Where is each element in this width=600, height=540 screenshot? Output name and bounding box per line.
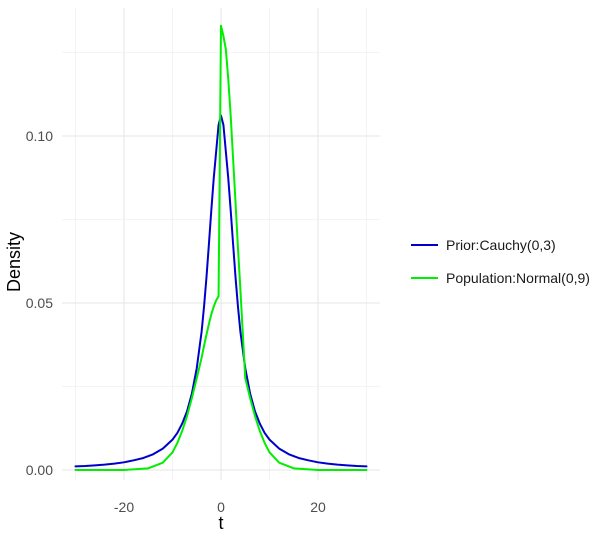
series-line-normal-population	[74, 24, 368, 471]
y-tick-label: 0.05	[26, 295, 53, 311]
legend-label: Prior:Cauchy(0,3)	[446, 237, 556, 253]
x-axis-ticks: -20 0 20	[114, 499, 326, 515]
series-lines	[74, 24, 368, 471]
x-axis-title: t	[218, 513, 223, 533]
y-tick-label: 0.00	[26, 462, 53, 478]
legend-label: Population:Normal(0,9)	[446, 270, 590, 286]
x-tick-label: 0	[217, 499, 225, 515]
x-tick-label: -20	[114, 499, 134, 515]
y-axis-ticks: 0.00 0.05 0.10	[26, 128, 53, 478]
y-tick-label: 0.10	[26, 128, 53, 144]
legend: Prior:Cauchy(0,3) Population:Normal(0,9)	[411, 237, 590, 286]
y-axis-title: Density	[4, 232, 24, 292]
x-tick-label: 20	[310, 499, 326, 515]
